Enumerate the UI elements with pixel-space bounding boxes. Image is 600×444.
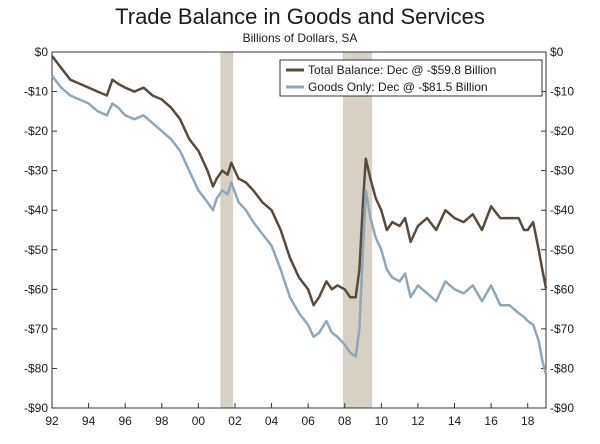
y-tick-label-left: -$30 — [24, 164, 48, 178]
legend-label: Goods Only: Dec @ -$81.5 Billion — [308, 80, 488, 94]
chart-subtitle: Billions of Dollars, SA — [242, 31, 358, 45]
y-tick-label-left: -$20 — [24, 124, 48, 138]
x-tick-label: 12 — [411, 414, 425, 428]
y-tick-label-left: -$70 — [24, 322, 48, 336]
legend-label: Total Balance: Dec @ -$59.8 Billion — [308, 63, 496, 77]
y-tick-label-right: -$10 — [550, 85, 574, 99]
y-tick-label-right: $0 — [550, 45, 564, 59]
x-tick-label: 14 — [448, 414, 462, 428]
recession-band-2 — [342, 52, 373, 408]
y-tick-label-right: -$40 — [550, 203, 574, 217]
x-tick-label: 08 — [338, 414, 352, 428]
y-tick-label-right: -$90 — [550, 401, 574, 415]
y-tick-label-right: -$80 — [550, 361, 574, 375]
y-tick-label-right: -$20 — [550, 124, 574, 138]
y-tick-label-right: -$30 — [550, 164, 574, 178]
y-tick-label-left: -$80 — [24, 361, 48, 375]
y-tick-label-right: -$70 — [550, 322, 574, 336]
x-tick-label: 96 — [119, 414, 133, 428]
x-tick-label: 98 — [155, 414, 169, 428]
plot-frame — [51, 51, 547, 409]
y-tick-label-left: -$40 — [24, 203, 48, 217]
legend-box — [279, 59, 543, 97]
x-tick-label: 06 — [301, 414, 315, 428]
x-tick-label: 02 — [228, 414, 242, 428]
series-line-total-balance — [51, 55, 548, 307]
y-tick-label-left: -$60 — [24, 282, 48, 296]
y-tick-label-right: -$50 — [550, 243, 574, 257]
y-tick-label-left: $0 — [35, 45, 49, 59]
x-tick-label: 16 — [484, 414, 498, 428]
y-tick-label-left: -$90 — [24, 401, 48, 415]
y-tick-label-left: -$10 — [24, 85, 48, 99]
x-tick-label: 00 — [192, 414, 206, 428]
x-tick-label: 04 — [265, 414, 279, 428]
recession-band-1 — [220, 52, 234, 408]
y-tick-label-right: -$60 — [550, 282, 574, 296]
chart-title: Trade Balance in Goods and Services — [115, 4, 485, 29]
series-line-goods-only — [51, 74, 548, 375]
x-tick-label: 92 — [45, 414, 59, 428]
y-tick-label-left: -$50 — [24, 243, 48, 257]
x-tick-label: 18 — [521, 414, 535, 428]
x-tick-label: 94 — [82, 414, 96, 428]
x-tick-label: 10 — [375, 414, 389, 428]
